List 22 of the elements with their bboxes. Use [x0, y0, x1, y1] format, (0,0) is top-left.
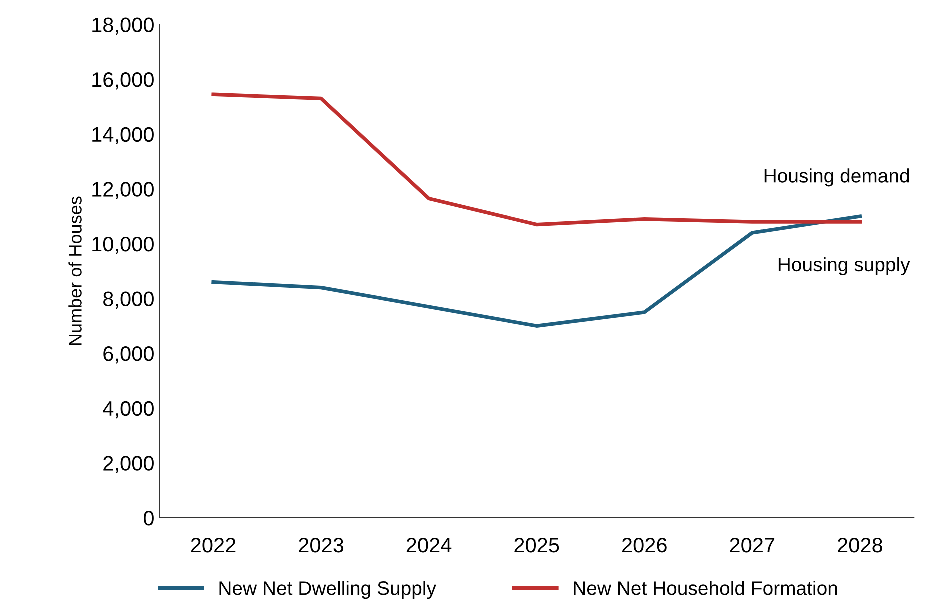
- legend-label: New Net Dwelling Supply: [220, 581, 436, 600]
- y-axis-title: Number of Houses: [68, 196, 82, 346]
- x-tick-label: 2023: [299, 538, 344, 553]
- y-tick-label: 16,000: [92, 72, 154, 90]
- y-tick-label: 8,000: [104, 292, 154, 309]
- x-tick-label: 2027: [730, 538, 775, 553]
- y-tick-label: 14,000: [92, 127, 154, 145]
- y-tick-label: 12,000: [92, 182, 154, 200]
- legend-label: New Net Household Formation: [574, 581, 838, 596]
- y-tick-label: 6,000: [104, 346, 154, 364]
- y-tick-label: 0: [144, 510, 154, 526]
- annotation: Housing supply: [778, 257, 910, 276]
- x-tick-label: 2026: [622, 538, 667, 553]
- y-tick-label: 10,000: [92, 236, 154, 254]
- y-tick-label: 18,000: [92, 18, 154, 35]
- annotation: Housing demand: [764, 168, 910, 187]
- x-tick-label: 2028: [838, 538, 882, 553]
- x-tick-label: 2024: [406, 538, 452, 553]
- y-tick-label: 2,000: [104, 456, 154, 474]
- x-tick-label: 2025: [514, 538, 560, 553]
- y-tick-label: 4,000: [103, 401, 154, 419]
- x-tick-label: 2022: [191, 538, 236, 553]
